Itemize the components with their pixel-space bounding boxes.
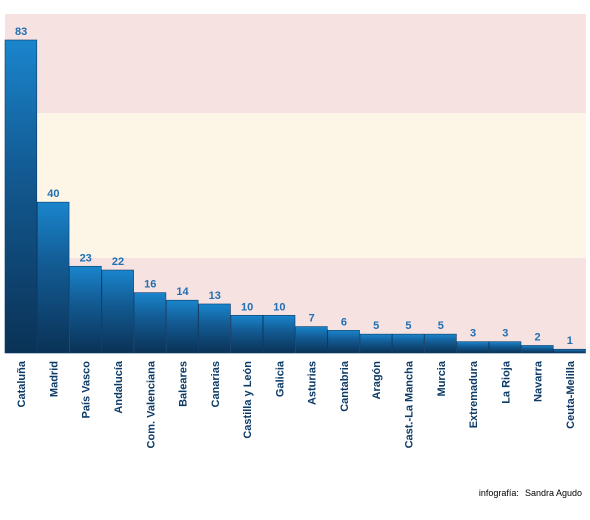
credit-label: infografía: xyxy=(478,488,519,498)
category-label-9: Asturias xyxy=(307,361,319,405)
category-label-13: Murcia xyxy=(436,360,448,396)
category-label-6: Canarias xyxy=(210,361,222,407)
value-label-12: 5 xyxy=(405,320,411,332)
value-label-11: 5 xyxy=(373,320,379,332)
category-label-11: Aragón xyxy=(371,361,383,400)
category-label-5: Baleares xyxy=(178,361,190,407)
category-label-8: Galicia xyxy=(274,360,286,397)
bar-7 xyxy=(230,314,264,354)
value-labels-group: 83 40 23 22 16 14 13 10 10 7 6 5 5 5 3 3 2 1 xyxy=(15,26,573,347)
value-label-1: 40 xyxy=(47,188,59,200)
value-label-6: 13 xyxy=(209,290,221,302)
bar-2 xyxy=(69,265,102,354)
value-label-13: 5 xyxy=(438,320,444,332)
bars-group xyxy=(4,39,586,354)
background-band xyxy=(5,113,586,258)
category-label-2: País Vasco xyxy=(81,361,93,419)
category-label-10: Cantabria xyxy=(339,360,351,412)
category-label-0: Cataluña xyxy=(16,360,28,407)
bar-11 xyxy=(359,333,393,354)
bar-12 xyxy=(392,333,425,354)
value-label-7: 10 xyxy=(241,301,253,313)
credit: infografía: Sandra Agudo xyxy=(473,488,582,498)
bar-8 xyxy=(262,314,296,354)
bar-14 xyxy=(456,341,489,354)
value-label-9: 7 xyxy=(309,313,315,325)
bar-16 xyxy=(521,345,554,354)
background-band xyxy=(5,14,586,113)
bar-1 xyxy=(36,201,70,354)
value-label-2: 23 xyxy=(80,252,92,264)
bar-13 xyxy=(424,333,457,354)
category-label-15: La Rioja xyxy=(500,360,512,404)
bar-9 xyxy=(295,326,328,354)
value-label-17: 1 xyxy=(567,335,573,347)
value-label-15: 3 xyxy=(502,328,508,340)
bar-15 xyxy=(488,341,522,354)
value-label-3: 22 xyxy=(112,256,124,268)
category-label-12: Cast.-La Mancha xyxy=(403,360,415,448)
category-label-16: Navarra xyxy=(533,360,545,402)
bar-5 xyxy=(166,299,199,354)
bar-10 xyxy=(327,330,360,354)
bar-6 xyxy=(198,303,231,354)
value-label-8: 10 xyxy=(273,301,285,313)
value-label-4: 16 xyxy=(144,279,156,291)
bar-3 xyxy=(101,269,134,354)
value-label-16: 2 xyxy=(535,331,541,343)
bar-0 xyxy=(4,39,38,354)
value-label-0: 83 xyxy=(15,26,27,38)
category-label-17: Ceuta-Melilla xyxy=(565,360,577,429)
bar-4 xyxy=(133,292,167,354)
category-label-7: Castilla y León xyxy=(242,361,254,439)
value-label-5: 14 xyxy=(176,286,189,298)
value-label-10: 6 xyxy=(341,316,347,328)
category-label-1: Madrid xyxy=(48,361,60,397)
category-label-14: Extremadura xyxy=(468,360,480,428)
value-label-14: 3 xyxy=(470,328,476,340)
category-labels-group: Cataluña Madrid País Vasco Andalucía Com. Va… xyxy=(16,360,577,448)
credit-author: Sandra Agudo xyxy=(524,488,582,498)
category-label-4: Com. Valenciana xyxy=(145,360,157,448)
bar-17 xyxy=(553,348,586,354)
category-label-3: Andalucía xyxy=(113,360,125,413)
